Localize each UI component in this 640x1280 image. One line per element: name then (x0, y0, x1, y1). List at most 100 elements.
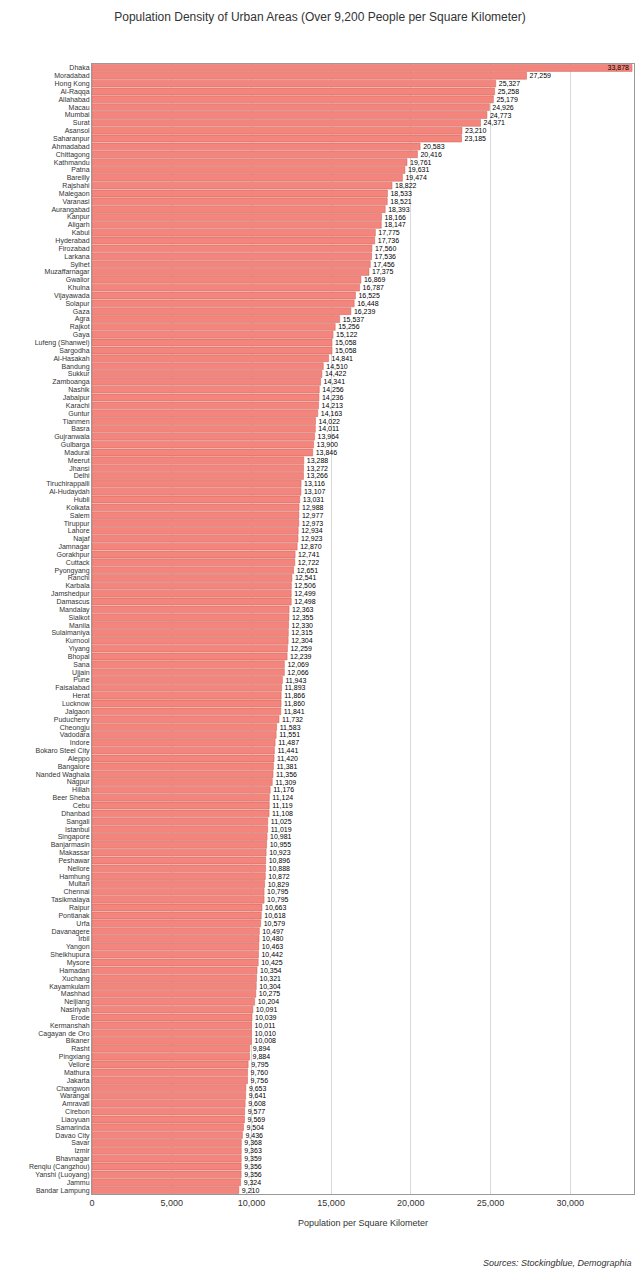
svg-text:Sialkot: Sialkot (69, 614, 90, 621)
svg-text:Cirebon: Cirebon (65, 1108, 90, 1115)
svg-text:12,330: 12,330 (292, 622, 314, 629)
svg-text:Mashhad: Mashhad (61, 990, 90, 997)
svg-text:Agra: Agra (75, 315, 90, 323)
svg-text:Bandung: Bandung (62, 363, 90, 371)
svg-text:10,981: 10,981 (270, 833, 292, 840)
svg-text:10,795: 10,795 (267, 896, 289, 903)
svg-text:12,304: 12,304 (291, 637, 313, 644)
svg-text:Urfa: Urfa (76, 920, 89, 927)
svg-text:12,973: 12,973 (302, 520, 324, 527)
svg-text:12,541: 12,541 (295, 574, 317, 581)
svg-text:Karachi: Karachi (66, 402, 90, 409)
svg-text:12,870: 12,870 (300, 543, 322, 550)
svg-text:Hyderabad: Hyderabad (55, 237, 89, 245)
svg-text:10,011: 10,011 (255, 1022, 276, 1029)
svg-text:10,888: 10,888 (269, 865, 291, 872)
svg-text:33,878: 33,878 (608, 64, 630, 71)
svg-text:24,926: 24,926 (492, 104, 514, 111)
svg-text:10,275: 10,275 (259, 990, 281, 997)
svg-text:Aleppo: Aleppo (68, 755, 90, 763)
svg-text:18,166: 18,166 (385, 214, 407, 221)
svg-text:10,896: 10,896 (269, 857, 291, 864)
svg-text:Bangalore: Bangalore (58, 763, 90, 771)
svg-text:9,641: 9,641 (249, 1092, 267, 1099)
svg-text:15,537: 15,537 (343, 316, 365, 323)
svg-text:Lahore: Lahore (68, 527, 90, 534)
svg-text:12,259: 12,259 (290, 645, 312, 652)
svg-text:Basra: Basra (71, 425, 89, 432)
svg-text:13,272: 13,272 (307, 465, 329, 472)
svg-text:Bhopal: Bhopal (68, 653, 90, 661)
svg-text:Population per Square Kilomete: Population per Square Kilometer (298, 1218, 428, 1228)
svg-text:Al-Hudaydah: Al-Hudaydah (49, 488, 90, 496)
svg-text:10,663: 10,663 (265, 904, 287, 911)
svg-text:11,841: 11,841 (284, 708, 305, 715)
svg-text:12,506: 12,506 (294, 582, 316, 589)
svg-text:Lufeng (Shanwei): Lufeng (Shanwei) (35, 339, 90, 347)
svg-text:19,761: 19,761 (410, 159, 432, 166)
svg-text:Istanbul: Istanbul (65, 826, 90, 833)
svg-text:11,176: 11,176 (273, 786, 294, 793)
svg-text:Yanshi (Luoyang): Yanshi (Luoyang) (35, 1171, 89, 1179)
svg-text:Changwon: Changwon (56, 1085, 90, 1093)
svg-text:10,480: 10,480 (262, 935, 284, 942)
svg-text:Banjarmasin: Banjarmasin (51, 841, 90, 849)
svg-text:15,256: 15,256 (338, 323, 360, 330)
svg-text:12,363: 12,363 (292, 606, 314, 613)
svg-text:9,760: 9,760 (251, 1069, 269, 1076)
svg-text:Yangon: Yangon (66, 943, 90, 951)
svg-text:14,841: 14,841 (332, 355, 354, 362)
svg-text:12,977: 12,977 (302, 512, 324, 519)
svg-text:10,923: 10,923 (269, 849, 291, 856)
svg-text:Yiyang: Yiyang (68, 645, 89, 653)
svg-text:9,608: 9,608 (248, 1100, 266, 1107)
svg-text:Bikaner: Bikaner (66, 1037, 90, 1044)
svg-text:Kermanshah: Kermanshah (50, 1022, 90, 1029)
svg-text:Dhaka: Dhaka (69, 64, 89, 71)
svg-text:10,795: 10,795 (267, 888, 289, 895)
svg-text:Sangali: Sangali (66, 818, 90, 826)
svg-text:Madurai: Madurai (64, 449, 90, 456)
svg-text:9,210: 9,210 (242, 1187, 260, 1194)
svg-text:12,923: 12,923 (301, 535, 323, 542)
svg-text:9,795: 9,795 (251, 1061, 269, 1068)
svg-text:13,964: 13,964 (318, 433, 340, 440)
svg-text:9,756: 9,756 (251, 1077, 269, 1084)
svg-text:14,510: 14,510 (326, 363, 348, 370)
svg-text:9,436: 9,436 (245, 1132, 263, 1139)
svg-text:Aligarh: Aligarh (68, 221, 90, 229)
svg-text:Faisalabad: Faisalabad (55, 684, 89, 691)
svg-text:Hillah: Hillah (72, 786, 90, 793)
svg-text:16,239: 16,239 (354, 308, 376, 315)
svg-text:Salem: Salem (70, 512, 90, 519)
svg-text:Sana: Sana (73, 661, 89, 668)
svg-text:16,525: 16,525 (358, 292, 380, 299)
svg-text:10,000: 10,000 (238, 1198, 266, 1208)
svg-text:Beer Sheba: Beer Sheba (53, 794, 90, 801)
svg-text:9,324: 9,324 (244, 1179, 262, 1186)
svg-text:12,934: 12,934 (301, 527, 323, 534)
svg-text:Izmir: Izmir (74, 1147, 90, 1154)
svg-text:24,371: 24,371 (484, 119, 506, 126)
svg-text:Chittagong: Chittagong (56, 151, 90, 159)
svg-text:Moradabad: Moradabad (54, 72, 90, 79)
svg-text:13,116: 13,116 (304, 480, 325, 487)
svg-text:Gwalior: Gwalior (66, 276, 90, 283)
svg-text:Gaza: Gaza (73, 308, 90, 315)
svg-text:Damascus: Damascus (57, 598, 91, 605)
svg-text:Gorakhpur: Gorakhpur (57, 551, 91, 559)
svg-text:Kabul: Kabul (72, 229, 90, 236)
svg-text:25,000: 25,000 (477, 1198, 505, 1208)
svg-text:Asansol: Asansol (65, 127, 90, 134)
svg-text:Makassar: Makassar (59, 849, 90, 856)
svg-text:10,618: 10,618 (264, 912, 286, 919)
svg-text:Najaf: Najaf (73, 535, 89, 543)
svg-text:12,498: 12,498 (294, 598, 316, 605)
svg-text:Sheikhupura: Sheikhupura (50, 951, 89, 959)
svg-text:Peshawar: Peshawar (58, 857, 90, 864)
svg-text:Herat: Herat (72, 692, 89, 699)
svg-text:Mandalay: Mandalay (59, 606, 90, 614)
svg-text:12,651: 12,651 (297, 567, 319, 574)
svg-text:17,375: 17,375 (372, 268, 394, 275)
svg-text:Bareilly: Bareilly (67, 174, 90, 182)
